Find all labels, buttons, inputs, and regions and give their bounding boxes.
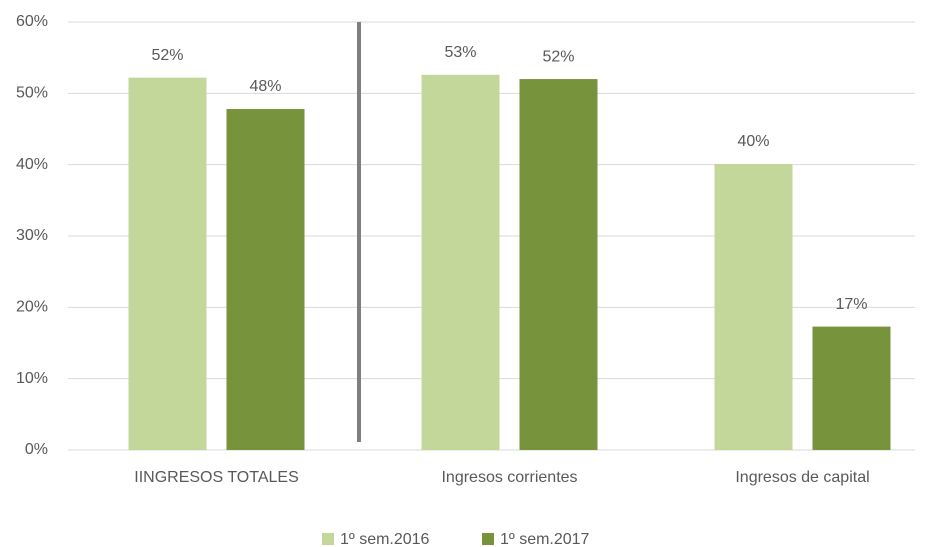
y-tick-label: 60% <box>16 13 48 30</box>
value-label: 52% <box>151 47 183 64</box>
bar <box>519 79 598 451</box>
value-label: 17% <box>835 296 867 313</box>
y-tick-label: 40% <box>16 156 48 173</box>
y-tick-label: 10% <box>16 370 48 387</box>
value-label: 52% <box>542 48 574 65</box>
y-tick-label: 50% <box>16 85 48 102</box>
x-tick-label: Ingresos de capital <box>735 469 869 486</box>
y-tick-label: 30% <box>16 227 48 244</box>
bar <box>226 109 305 450</box>
bar <box>714 163 793 450</box>
legend-label: 1º sem.2016 <box>340 531 430 547</box>
legend-swatch <box>322 533 334 545</box>
legend-label: 1º sem.2017 <box>500 531 590 547</box>
value-label: 48% <box>249 78 281 95</box>
value-label: 40% <box>737 133 769 150</box>
x-tick-label: IINGRESOS TOTALES <box>134 469 299 486</box>
bar <box>128 77 207 450</box>
y-tick-label: 0% <box>25 441 48 458</box>
x-tick-label: Ingresos corrientes <box>441 469 577 486</box>
legend-swatch <box>482 533 494 545</box>
bar <box>421 74 500 450</box>
value-label: 53% <box>444 44 476 61</box>
y-tick-label: 20% <box>16 299 48 316</box>
bar <box>812 326 891 450</box>
